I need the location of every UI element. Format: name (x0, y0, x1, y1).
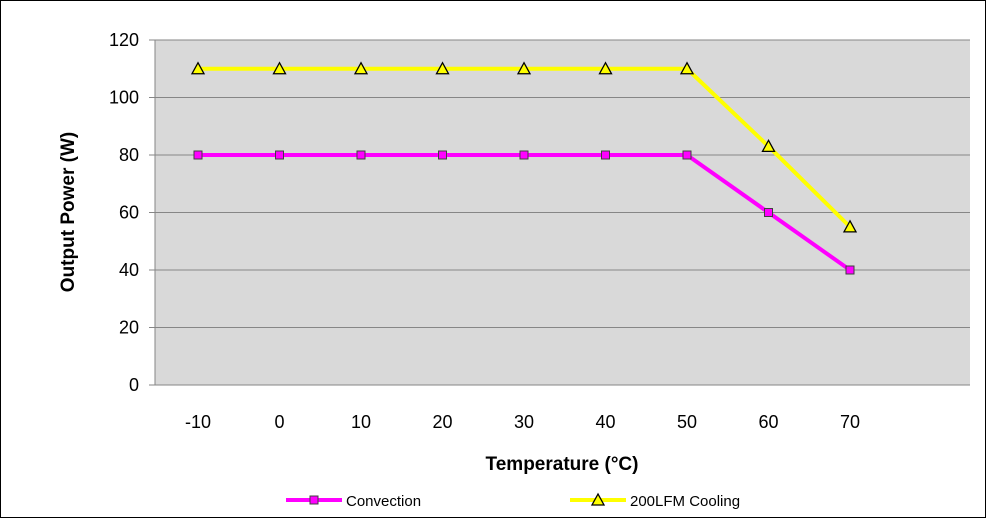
data-point (761, 139, 776, 153)
legend-item: Convection (286, 493, 421, 510)
x-tick-label: 0 (274, 412, 284, 432)
x-tick-label: 20 (432, 412, 452, 432)
x-tick-label: 40 (595, 412, 615, 432)
x-tick-label: 30 (514, 412, 534, 432)
data-point (845, 265, 855, 275)
data-point (275, 150, 284, 160)
x-tick-label: 10 (351, 412, 371, 432)
series-convection (193, 150, 855, 275)
data-point (598, 61, 613, 75)
data-point (682, 150, 692, 160)
data-point (764, 208, 773, 217)
axes (149, 39, 970, 386)
data-point (193, 150, 203, 160)
y-tick-label: 40 (119, 260, 139, 280)
legend-item: 200LFM Cooling (570, 492, 740, 510)
y-axis-title: Output Power (W) (58, 132, 79, 292)
x-tick-label: 50 (677, 412, 697, 432)
legend-label: 200LFM Cooling (630, 493, 740, 510)
data-point (519, 150, 529, 160)
series-group (190, 61, 858, 275)
x-axis-title: Temperature (°C) (486, 454, 639, 475)
data-point (842, 219, 858, 233)
legend-label: Convection (346, 493, 421, 510)
data-point (435, 61, 450, 75)
data-point (438, 150, 447, 160)
data-point (353, 61, 369, 75)
legend: Convection 200LFM Cooling (286, 492, 740, 510)
y-tick-label: 0 (129, 375, 139, 395)
data-point (356, 150, 366, 160)
x-tick-label: -10 (185, 412, 211, 432)
data-point (190, 61, 206, 75)
data-point (679, 61, 695, 75)
y-tick-label: 120 (109, 30, 139, 50)
y-tick-label: 80 (119, 145, 139, 165)
x-tick-label: 70 (840, 412, 860, 432)
series-200lfm-cooling (190, 61, 858, 233)
x-tick-label: 60 (758, 412, 778, 432)
data-point (272, 61, 287, 75)
y-tick-labels: 0 20 40 60 80 100 120 (109, 30, 139, 395)
x-tick-labels: -10 0 10 20 30 40 50 60 70 (185, 412, 860, 432)
y-tick-label: 20 (119, 318, 139, 338)
data-point (601, 150, 610, 160)
y-tick-label: 60 (119, 203, 139, 223)
legend-swatch-marker (590, 492, 606, 506)
y-tick-label: 100 (109, 88, 139, 108)
legend-swatch-marker (309, 495, 319, 505)
data-point (516, 61, 532, 75)
